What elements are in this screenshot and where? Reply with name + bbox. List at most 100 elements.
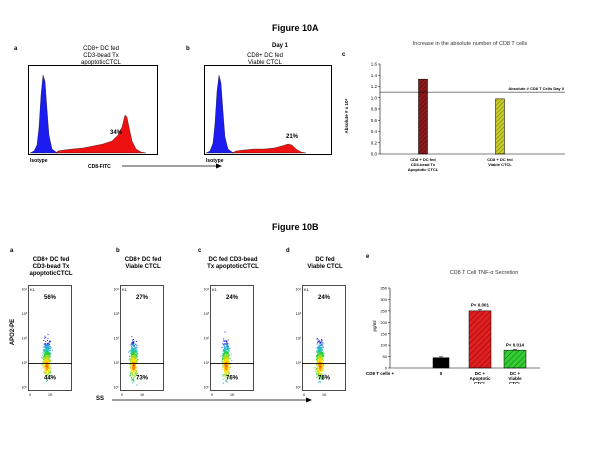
dot-plot-x-tick: 0 <box>29 393 31 397</box>
caption-line: CD8+ DC fed <box>247 53 283 59</box>
panel-d-letter: d <box>286 248 290 254</box>
dot-plot-y-tick: 10⁰ <box>296 386 302 390</box>
panel-e-letter: e <box>366 254 370 260</box>
panel-b-caption: CD8+ DC fed Viable CTCL <box>230 53 300 67</box>
histogram-isotype-blue <box>205 74 235 154</box>
isotype-label-b: Isotype <box>206 158 224 164</box>
dot-plot-x-tick: 0 <box>121 393 123 397</box>
chart-category-label: DC + <box>475 371 486 376</box>
dot-plot-y-tick: 10⁰ <box>114 386 120 390</box>
dot-plot-y-tick: 10² <box>114 337 120 341</box>
figure-10a-title: Figure 10A <box>272 23 319 33</box>
isotype-label-a: Isotype <box>30 158 48 164</box>
caption-line: CD3-bead Tx <box>32 264 70 270</box>
dot-plot-upper-percent: 56% <box>44 295 57 301</box>
panel-b-letter: b <box>116 248 120 254</box>
histogram-isotype-blue <box>29 74 59 154</box>
chart-annotation: P< 0.001 <box>471 302 490 307</box>
histogram-frame <box>204 65 332 155</box>
dot-plot-events <box>314 337 326 384</box>
dot-plot-y-tick: 10¹ <box>204 361 210 365</box>
caption-line: CD8+ DC fed <box>83 46 119 52</box>
dot-plot-x-tick: 1K <box>230 393 235 397</box>
panel-d-caption: DC fed Viable CTCL <box>288 257 362 271</box>
dot-plot-lower-percent: 44% <box>44 375 57 381</box>
chart-category-label: CD8 + DC fed <box>487 157 513 162</box>
dot-plot-upper-percent: 24% <box>318 295 331 301</box>
chart-y-tick-label: 0.6 <box>371 118 378 123</box>
ss-label: SS <box>96 396 105 402</box>
chart-y-tick-label: 300 <box>380 297 387 302</box>
caption-line: Viable CTCL <box>248 60 282 66</box>
chart-bar <box>418 78 428 155</box>
dot-plot-y-tick: 10⁴ <box>203 288 209 292</box>
chart-category-label: Viable <box>508 376 522 381</box>
chart-bars: P< 0.001 P< 0.014 <box>432 302 527 369</box>
dot-plot-frame <box>210 285 254 391</box>
chart-y-tick-label: 0.4 <box>371 129 378 134</box>
chart-y-tick-label: 1.0 <box>371 95 378 100</box>
cd8-fitc-label: CD8-FITC <box>88 164 111 170</box>
chart-y-tick-label: 0.2 <box>371 140 378 145</box>
chart-y-tick-label: 350 <box>380 286 387 291</box>
chart-y-tick-label: 0 <box>385 366 388 371</box>
panel-c-letter: c <box>198 248 202 254</box>
chart-bar <box>495 98 505 155</box>
chart-y-tick-label: 50 <box>383 354 388 359</box>
apo2-pe-label: APO2-PE <box>10 319 16 345</box>
chart-y-tick-label: 200 <box>380 320 387 325</box>
panel-b-letter: b <box>186 46 190 52</box>
chart-category-label: Apoptotic CTCL <box>408 167 439 172</box>
dot-plot-y-tick: 10³ <box>114 312 120 316</box>
chart-y-label: Absolute # x 10⁶ <box>344 98 349 133</box>
dot-plot-y-tick: 10² <box>296 337 302 341</box>
dot-plot-x-tick: 1K <box>140 393 145 397</box>
chart-y-tick-label: 0.0 <box>371 152 378 157</box>
dot-plot-y-tick: 10⁴ <box>21 288 27 292</box>
chart-bar <box>503 349 527 369</box>
dot-plot-gate-label: K1 <box>212 287 218 292</box>
panel-c-letter: c <box>342 52 346 58</box>
dot-plot-gate-label: K1 <box>304 287 310 292</box>
cd8-fitc-arrow <box>122 163 222 169</box>
dot-plot-y-tick: 10³ <box>22 312 28 316</box>
chart-category-label: CD3-bead Tx <box>411 162 436 167</box>
panel-b-caption: CD8+ DC fed Viable CTCL <box>106 257 180 271</box>
dot-plot-y-tick: 10³ <box>204 312 210 316</box>
caption-line: Tx apoptoticCTCL <box>207 264 259 270</box>
dot-plot-x-tick: 0 <box>211 393 213 397</box>
chart-y-tick-label: 1.2 <box>371 84 378 89</box>
chart-bar <box>468 310 492 369</box>
dot-plot-events <box>128 336 139 386</box>
dot-plot-y-tick: 10⁴ <box>113 288 119 292</box>
caption-line: DC fed CD3-bead <box>208 257 258 263</box>
dot-plot-y-tick: 10² <box>204 337 210 341</box>
panel-a-caption: CD8+ DC fed CD3-bead Tx apoptoticCTCL <box>66 46 136 67</box>
chart-y-tick-label: 1.6 <box>371 62 378 67</box>
chart-row-label: CD8 T cells + <box>366 371 395 376</box>
dot-plot-y-tick: 10³ <box>296 312 302 316</box>
caption-line: Viable CTCL <box>307 264 343 270</box>
dot-plot-lower-percent: 73% <box>136 375 149 381</box>
dot-plot-y-tick: 10⁴ <box>295 288 301 292</box>
dot-plot-gate-label: K1 <box>122 287 128 292</box>
chart-y-tick-label: 250 <box>380 308 387 313</box>
caption-line: Viable CTCL <box>125 264 161 270</box>
dot-plot-x-tick: 1K <box>322 393 327 397</box>
caption-line: CD8+ DC fed <box>124 257 162 263</box>
chart-y-ticks: 0 50 100 150 200 250 300 350 <box>380 286 390 371</box>
chart-y-tick-label: 100 <box>380 343 387 348</box>
chart-bars <box>418 78 505 155</box>
histogram-b: 21% <box>204 65 332 155</box>
chart-y-tick-label: 1.4 <box>371 73 378 78</box>
figure-10b-title: Figure 10B <box>272 222 319 232</box>
chart-category-label: CD8 + DC fed <box>410 157 436 162</box>
histogram-cd8-red <box>55 114 147 154</box>
dot-plot-events <box>41 334 53 382</box>
dot-plot-lower-percent: 76% <box>226 375 239 381</box>
apo2-pe-axis: APO2-PE <box>10 319 16 345</box>
